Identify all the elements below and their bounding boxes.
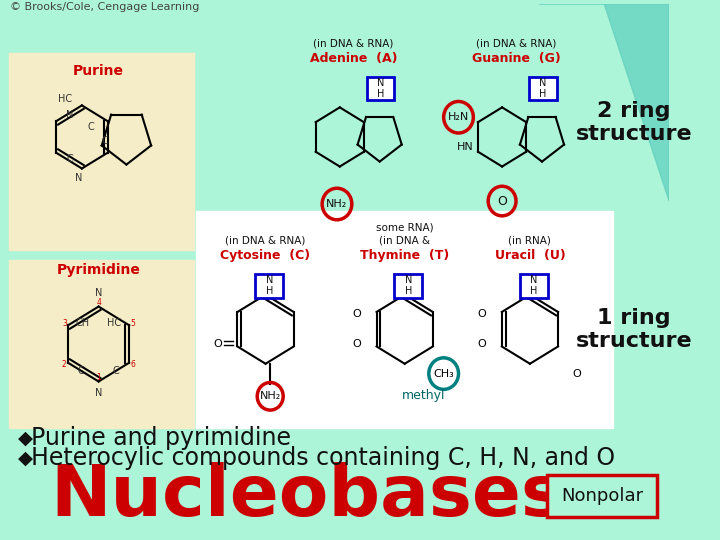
Text: 5: 5 xyxy=(130,319,135,328)
Text: (in DNA & RNA): (in DNA & RNA) xyxy=(225,235,306,246)
Text: Thymine  (T): Thymine (T) xyxy=(360,249,449,262)
Text: C: C xyxy=(78,366,84,376)
FancyBboxPatch shape xyxy=(546,475,657,517)
Text: some RNA): some RNA) xyxy=(376,222,433,233)
Text: N
H: N H xyxy=(266,275,273,296)
Text: Purine: Purine xyxy=(73,64,124,78)
Text: H₂N: H₂N xyxy=(448,112,469,122)
Text: O: O xyxy=(498,194,507,207)
FancyBboxPatch shape xyxy=(520,274,547,298)
Text: (in RNA): (in RNA) xyxy=(508,235,552,246)
Text: (in DNA &: (in DNA & xyxy=(379,235,431,246)
Text: C: C xyxy=(113,366,120,376)
Text: Nucleobases: Nucleobases xyxy=(50,462,564,531)
Text: HC: HC xyxy=(58,94,72,104)
Text: N: N xyxy=(76,173,83,184)
Text: Purine and pyrimidine: Purine and pyrimidine xyxy=(31,426,291,450)
Text: Uracil  (U): Uracil (U) xyxy=(495,249,565,262)
Bar xyxy=(196,211,613,428)
FancyBboxPatch shape xyxy=(256,274,283,298)
Text: 1: 1 xyxy=(96,373,101,382)
Text: (in DNA & RNA): (in DNA & RNA) xyxy=(476,38,557,48)
FancyBboxPatch shape xyxy=(366,77,395,100)
Text: Heterocylic compounds containing C, H, N, and O: Heterocylic compounds containing C, H, N… xyxy=(31,447,615,470)
Text: N: N xyxy=(66,110,73,120)
Text: Adenine  (A): Adenine (A) xyxy=(310,52,397,65)
Text: 3: 3 xyxy=(62,319,67,328)
Text: 6: 6 xyxy=(130,360,135,369)
Text: N: N xyxy=(95,288,102,298)
Text: O: O xyxy=(572,369,581,379)
Text: N
H: N H xyxy=(405,275,412,296)
Text: CH₃: CH₃ xyxy=(433,369,454,379)
Text: Nonpolar: Nonpolar xyxy=(561,487,644,505)
Text: C: C xyxy=(88,122,94,132)
Text: ◆: ◆ xyxy=(18,449,33,468)
Text: Pyrimidine: Pyrimidine xyxy=(57,263,140,277)
Bar xyxy=(9,53,194,251)
FancyBboxPatch shape xyxy=(395,274,423,298)
Text: O: O xyxy=(352,309,361,320)
Text: C: C xyxy=(67,154,73,164)
Text: ◆: ◆ xyxy=(18,428,33,447)
Text: N: N xyxy=(95,388,102,399)
Text: 2 ring
structure: 2 ring structure xyxy=(575,100,692,144)
Text: Cytosine  (C): Cytosine (C) xyxy=(220,249,310,262)
Text: NH₂: NH₂ xyxy=(260,392,281,401)
Text: methyl: methyl xyxy=(402,389,445,402)
FancyBboxPatch shape xyxy=(529,77,557,100)
Text: HC: HC xyxy=(107,318,122,328)
Text: 4: 4 xyxy=(96,298,101,307)
Text: O: O xyxy=(352,339,361,349)
Text: © Brooks/Cole, Cengage Learning: © Brooks/Cole, Cengage Learning xyxy=(11,2,200,12)
Text: C: C xyxy=(102,136,108,146)
Text: HN: HN xyxy=(456,142,473,152)
Text: O: O xyxy=(213,339,222,349)
Text: O: O xyxy=(477,339,486,349)
Text: O: O xyxy=(477,309,486,320)
Text: NH₂: NH₂ xyxy=(326,199,348,209)
Text: N
H: N H xyxy=(539,78,546,99)
Polygon shape xyxy=(539,4,669,201)
Text: Guanine  (G): Guanine (G) xyxy=(472,52,560,65)
Text: 1 ring
structure: 1 ring structure xyxy=(575,308,692,351)
Bar xyxy=(9,260,194,428)
Text: CH: CH xyxy=(76,318,90,328)
Text: N
H: N H xyxy=(530,275,537,296)
Text: (in DNA & RNA): (in DNA & RNA) xyxy=(313,38,394,48)
Text: 2: 2 xyxy=(62,360,67,369)
Text: N
H: N H xyxy=(377,78,384,99)
